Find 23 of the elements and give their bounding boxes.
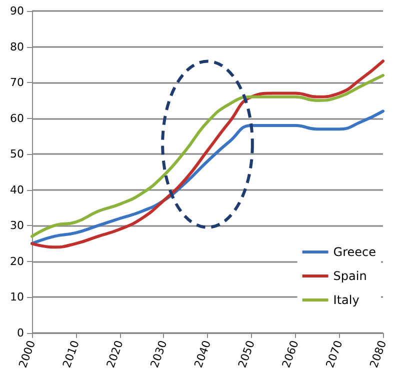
y-tick-label: 20 [10, 254, 24, 268]
x-tick-label: 2000 [16, 338, 38, 370]
x-tick-label: 2080 [367, 338, 390, 370]
x-tick-label: 2070 [323, 338, 346, 370]
y-tick-label: 50 [10, 148, 24, 161]
legend-label: Spain [333, 269, 367, 283]
line-series [30, 110, 384, 246]
x-tick-label: 2030 [148, 338, 170, 370]
y-tick-label: 90 [10, 4, 24, 18]
y-tick-label: 30 [10, 219, 24, 232]
x-tick-label: 2040 [192, 338, 214, 370]
y-tick-label: 0 [17, 326, 24, 340]
y-tick-label: 80 [10, 40, 24, 54]
x-tick-label: 2010 [60, 338, 82, 370]
y-tick-label: 10 [10, 290, 24, 304]
legend-label: Greece [333, 245, 376, 259]
legend-label: Italy [333, 293, 360, 307]
x-tick-label: 2060 [280, 338, 302, 370]
y-tick-label: 60 [10, 112, 24, 125]
y-tick-label: 70 [10, 76, 24, 90]
x-tick-label: 2020 [104, 338, 126, 370]
y-tick-label: 40 [10, 183, 24, 196]
x-tick-label: 2050 [236, 338, 258, 370]
